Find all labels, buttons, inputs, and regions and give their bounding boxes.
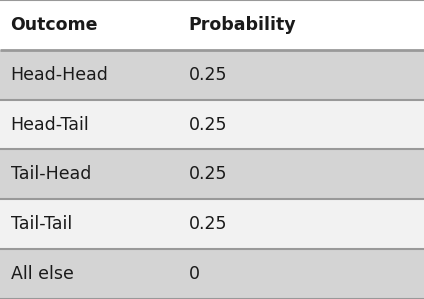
Text: 0.25: 0.25 xyxy=(189,215,227,233)
Text: 0: 0 xyxy=(189,265,200,283)
Text: 0.25: 0.25 xyxy=(189,66,227,84)
Bar xyxy=(0,249,424,299)
Text: Tail-Head: Tail-Head xyxy=(11,165,91,183)
Text: Probability: Probability xyxy=(189,16,296,34)
Text: 0.25: 0.25 xyxy=(189,116,227,134)
Text: 0.25: 0.25 xyxy=(189,165,227,183)
Bar xyxy=(0,100,424,150)
Bar xyxy=(0,199,424,249)
Text: Tail-Tail: Tail-Tail xyxy=(11,215,72,233)
Bar xyxy=(0,0,424,50)
Text: Outcome: Outcome xyxy=(11,16,98,34)
Text: Head-Head: Head-Head xyxy=(11,66,109,84)
Text: Head-Tail: Head-Tail xyxy=(11,116,89,134)
Bar xyxy=(0,150,424,199)
Bar xyxy=(0,50,424,100)
Text: All else: All else xyxy=(11,265,73,283)
